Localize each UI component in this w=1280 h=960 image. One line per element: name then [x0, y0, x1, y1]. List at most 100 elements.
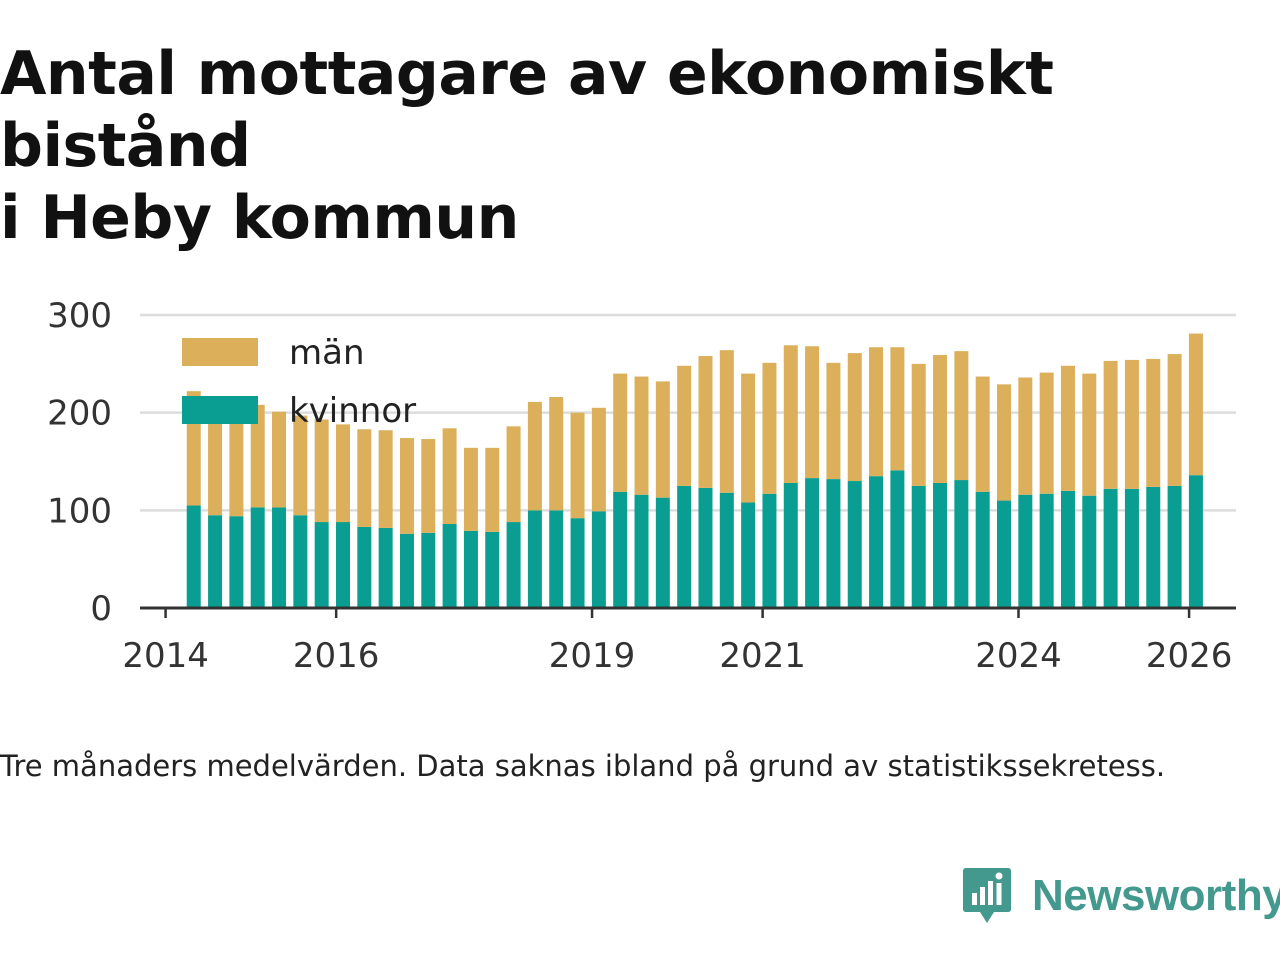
- legend-label-kvinnor: kvinnor: [289, 391, 416, 431]
- bar-kvinnor: [997, 500, 1012, 608]
- bar-man: [272, 411, 287, 508]
- bar-kvinnor: [421, 532, 436, 608]
- bar-man: [335, 424, 350, 523]
- bar-man: [421, 439, 436, 533]
- chart-title-line-2: i Heby kommun: [0, 183, 519, 253]
- bar-man: [847, 353, 862, 482]
- bar-kvinnor: [826, 479, 841, 608]
- bar-kvinnor: [314, 522, 329, 608]
- bar-man: [1167, 354, 1182, 486]
- bar-man: [997, 384, 1012, 501]
- bar-kvinnor: [655, 497, 670, 608]
- bar-man: [655, 381, 670, 498]
- bar-kvinnor: [1167, 485, 1182, 608]
- bar-kvinnor: [1018, 494, 1033, 608]
- bar-man: [570, 412, 585, 519]
- bar-man: [506, 426, 521, 523]
- bar-man: [591, 407, 606, 512]
- bar-man: [1082, 373, 1097, 496]
- bar-man: [826, 362, 841, 480]
- bar-man: [762, 362, 777, 494]
- bar-man: [293, 415, 308, 516]
- bar-kvinnor: [762, 493, 777, 608]
- bar-man: [1018, 377, 1033, 495]
- legend-swatch-kvinnor: [182, 396, 258, 424]
- bar-kvinnor: [463, 530, 478, 608]
- newsworthy-logo: Newsworthy: [962, 864, 1280, 928]
- bar-man: [485, 447, 500, 532]
- axes: 0 100 200 300 2014 2016 2019 2021 2024 2026: [47, 296, 1236, 676]
- bar-kvinnor: [1039, 493, 1054, 608]
- y-tick-label: 200: [47, 394, 112, 434]
- bar-kvinnor: [549, 510, 564, 608]
- bar-kvinnor: [613, 491, 628, 608]
- bar-kvinnor: [335, 522, 350, 608]
- bar-kvinnor: [933, 482, 948, 608]
- bar-kvinnor: [847, 481, 862, 608]
- bar-man: [442, 428, 457, 525]
- bar-kvinnor: [399, 533, 414, 608]
- bar-kvinnor: [378, 527, 393, 608]
- bar-man: [1188, 333, 1203, 476]
- bar-man: [741, 373, 756, 503]
- bar-man: [1146, 358, 1161, 487]
- bar-kvinnor: [272, 507, 287, 608]
- bar-kvinnor: [975, 491, 990, 608]
- bar-kvinnor: [208, 515, 223, 608]
- bar-kvinnor: [527, 510, 542, 608]
- bar-man: [1124, 359, 1139, 489]
- chart-title-line-1: Antal mottagare av ekonomiskt bistånd: [0, 39, 1054, 181]
- bar-man: [549, 397, 564, 511]
- bar-man: [229, 403, 244, 517]
- bar-man: [634, 376, 649, 495]
- bar-man: [911, 363, 926, 486]
- footnote: Tre månaders medelvärden. Data saknas ib…: [0, 749, 1166, 783]
- bar-man: [954, 351, 969, 481]
- bar-kvinnor: [293, 515, 308, 608]
- bar-man: [1103, 360, 1118, 489]
- bar-man: [250, 404, 265, 508]
- bar-kvinnor: [250, 507, 265, 608]
- bar-man: [613, 373, 628, 492]
- bar-kvinnor: [570, 518, 585, 608]
- bar-man: [399, 438, 414, 534]
- x-tick-label: 2016: [293, 636, 380, 676]
- bar-man: [463, 447, 478, 531]
- bar-kvinnor: [869, 476, 884, 608]
- bar-chart: 0 100 200 300 2014 2016 2019 2021 2024 2026 män kv…: [47, 296, 1236, 676]
- bar-kvinnor: [634, 494, 649, 608]
- bar-kvinnor: [506, 522, 521, 608]
- bar-kvinnor: [186, 505, 201, 608]
- bar-man: [783, 345, 798, 483]
- bar-man: [357, 429, 372, 527]
- legend-label-man: män: [289, 333, 365, 373]
- bar-man: [1060, 365, 1075, 491]
- bar-man: [314, 419, 329, 523]
- y-tick-label: 0: [90, 589, 112, 629]
- bar-man: [869, 347, 884, 477]
- bar-kvinnor: [698, 487, 713, 608]
- newsworthy-logo-icon: [963, 868, 1011, 923]
- bars: [186, 333, 1203, 608]
- bar-man: [933, 355, 948, 483]
- bar-kvinnor: [357, 526, 372, 608]
- legend-item-kvinnor: kvinnor: [182, 391, 416, 431]
- bar-man: [527, 401, 542, 511]
- bar-kvinnor: [229, 516, 244, 608]
- bar-kvinnor: [805, 478, 820, 608]
- bar-man: [698, 356, 713, 488]
- x-tick-label: 2019: [549, 636, 636, 676]
- legend-item-man: män: [182, 333, 365, 373]
- bar-kvinnor: [719, 492, 734, 608]
- bar-kvinnor: [1082, 495, 1097, 608]
- bar-man: [805, 346, 820, 479]
- bar-kvinnor: [911, 485, 926, 608]
- y-tick-label: 100: [47, 491, 112, 531]
- x-tick-label: 2014: [122, 636, 209, 676]
- y-tick-label: 300: [47, 296, 112, 336]
- bar-kvinnor: [591, 511, 606, 608]
- bar-man: [975, 376, 990, 492]
- bar-kvinnor: [1060, 490, 1075, 608]
- bar-man: [677, 365, 692, 486]
- bar-kvinnor: [783, 482, 798, 608]
